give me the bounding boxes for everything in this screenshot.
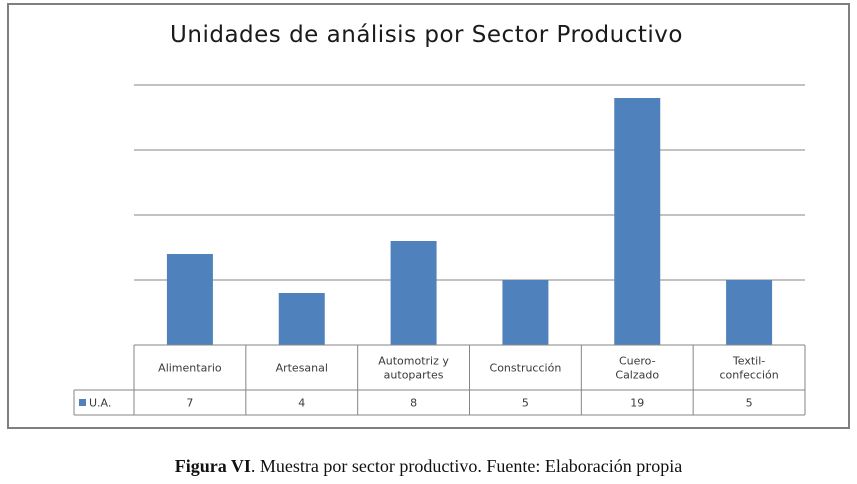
bar [166, 254, 213, 345]
data-label: 4 [298, 397, 305, 410]
category-label: Artesanal [276, 362, 328, 375]
caption-label: Figura VI [174, 456, 251, 476]
caption-text: . Muestra por sector productivo. Fuente:… [250, 456, 683, 476]
category-label: Calzado [615, 369, 659, 382]
data-label: 5 [522, 397, 529, 410]
data-table: Alimentario Artesanal Automotriz yautopart… [73, 344, 806, 416]
category-label: autopartes [384, 369, 444, 382]
category-label: confección [719, 369, 778, 382]
bar [614, 98, 661, 345]
chart-title: Unidades de análisis por Sector Producti… [0, 22, 857, 48]
chart-frame [7, 3, 850, 429]
category-label: Automotriz y [378, 355, 449, 368]
legend-label: U.A. [89, 397, 111, 410]
data-label: 7 [186, 397, 193, 410]
data-label: 19 [630, 397, 644, 410]
bar [726, 280, 773, 345]
category-label: Textil- [732, 355, 765, 368]
chart-title-text: Unidades de análisis por Sector Producti… [170, 22, 683, 48]
bar [390, 241, 437, 345]
figure-caption: Figura VI. Muestra por sector productivo… [0, 456, 857, 477]
legend-key [79, 399, 86, 406]
bar [502, 280, 549, 345]
data-label: 8 [410, 397, 417, 410]
bars [166, 98, 773, 345]
category-label: Construcción [490, 362, 562, 375]
bar [278, 293, 325, 345]
gridlines [134, 84, 805, 281]
data-label: 5 [746, 397, 753, 410]
category-label: Cuero- [619, 355, 656, 368]
category-label: Alimentario [158, 362, 222, 375]
